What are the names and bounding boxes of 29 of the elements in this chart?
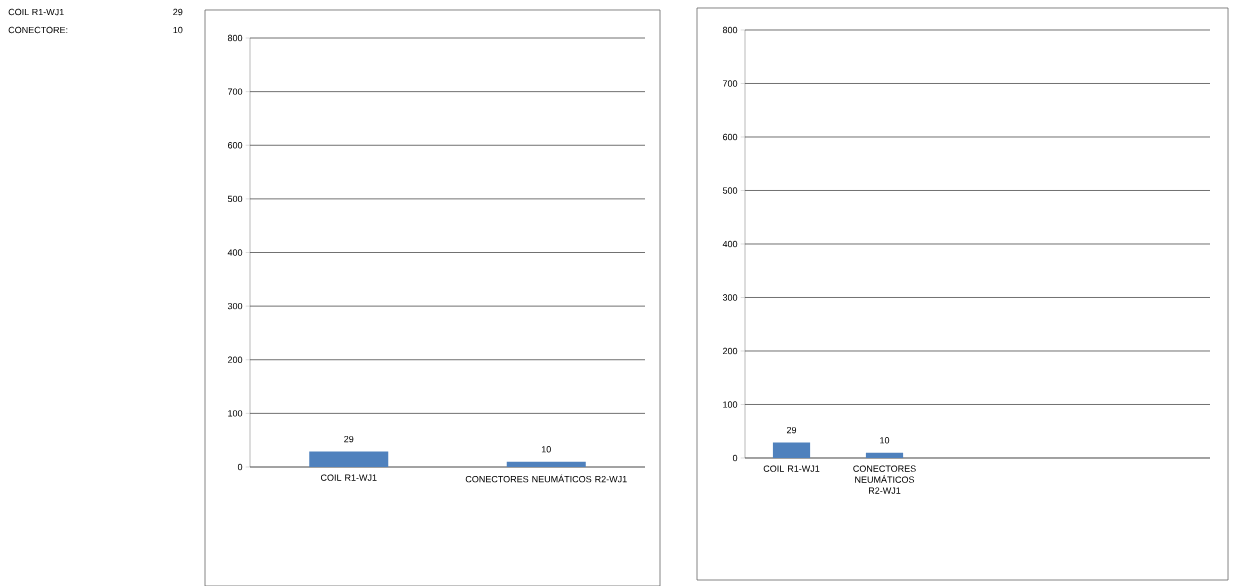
- data-label: 29: [786, 426, 797, 434]
- y-tick-label: 700: [228, 88, 243, 95]
- y-tick-label: 200: [227, 356, 243, 363]
- y-tick-label: 800: [722, 26, 738, 34]
- y-tick-label: 500: [722, 187, 738, 194]
- text: CONECTORE:: [8, 26, 68, 34]
- y-tick-label: 400: [722, 240, 738, 248]
- y-tick-label: 200: [723, 347, 738, 355]
- x-tick-label: CONECTORES NEUMÁTICOS R2-WJ1: [853, 465, 916, 494]
- data-label: 10: [880, 437, 890, 444]
- y-tick-label: 500: [227, 195, 243, 203]
- y-tick-label: 100: [723, 401, 738, 408]
- x-tick-label: CONECTORES NEUMÁTICOS R2-WJ1: [465, 474, 627, 483]
- data-label: 10: [541, 446, 551, 453]
- y-tick-label: 600: [227, 142, 243, 149]
- y-tick-label: 300: [722, 294, 738, 301]
- y-tick-label: 400: [227, 249, 243, 256]
- text: 10: [173, 26, 183, 34]
- y-tick-label: 800: [227, 34, 243, 42]
- y-tick-label: 0: [732, 454, 738, 462]
- y-tick-label: 300: [227, 302, 243, 310]
- text: COIL R1-WJ1: [8, 8, 64, 16]
- data-label: 29: [344, 435, 354, 443]
- y-tick-label: 600: [723, 133, 738, 141]
- y-tick-label: 0: [237, 463, 243, 471]
- text: 29: [173, 8, 183, 16]
- y-tick-label: 700: [723, 80, 738, 87]
- y-tick-label: 100: [228, 410, 243, 417]
- x-tick-label: COIL R1-WJ1: [320, 474, 377, 481]
